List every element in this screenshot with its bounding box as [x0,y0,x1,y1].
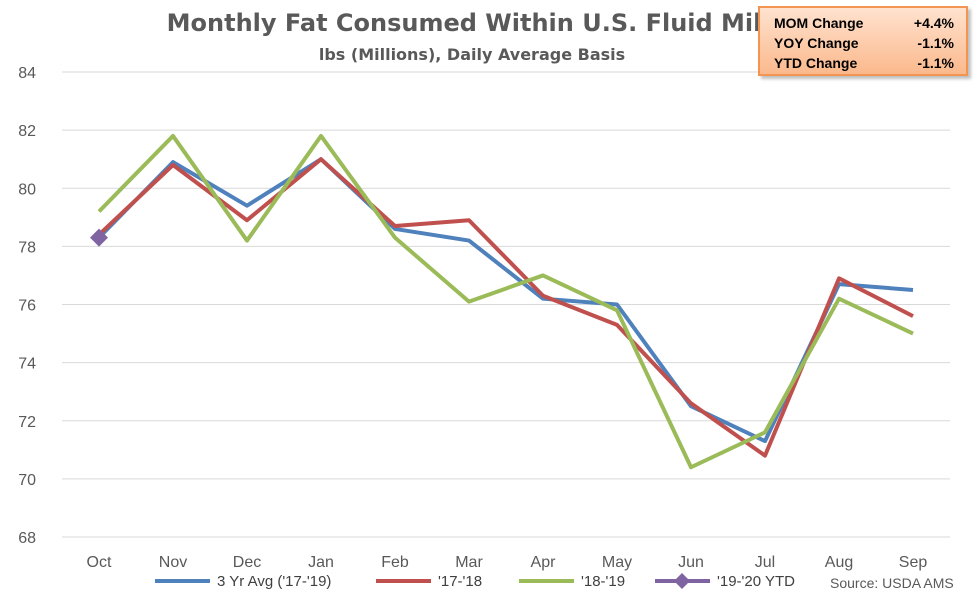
x-axis: Oct Nov Dec Jan Feb Mar Apr May Jun Jul Aug Sep [87,554,928,571]
stats-label: YTD Change [774,55,858,71]
y-tick-label: 84 [18,65,36,82]
series-line [97,157,914,444]
x-tick-label: Dec [233,554,261,571]
y-tick-label: 74 [18,356,36,373]
x-tick-label: Nov [159,554,187,571]
y-tick-label: 80 [18,181,36,198]
y-tick-label: 72 [18,414,36,431]
legend-label: '17-'18 [438,573,482,590]
source-note: Source: USDA AMS [830,575,954,591]
gridlines [62,71,950,538]
y-tick-label: 70 [18,472,36,489]
series-line [97,133,914,470]
legend: 3 Yr Avg ('17-'19) '17-'18 '18-'19 '19-'20 … [155,573,795,590]
stats-value: -1.1% [917,55,954,71]
x-tick-label: Feb [381,554,409,571]
x-tick-label: Mar [455,554,483,571]
x-tick-label: Aug [825,554,853,571]
x-tick-label: Sep [899,554,928,571]
x-tick-label: Jul [755,554,775,571]
y-tick-label: 76 [18,298,36,315]
legend-label: 3 Yr Avg ('17-'19) [217,573,331,590]
stats-label: YOY Change [774,35,859,51]
stats-value: +4.4% [913,15,954,31]
chart-title: Monthly Fat Consumed Within U.S. Fluid M… [167,9,779,37]
stats-value: -1.1% [917,35,954,51]
x-tick-label: Jan [308,554,334,571]
change-summary-box: MOM Change +4.4% YOY Change -1.1% YTD Ch… [758,6,968,76]
legend-marker [674,573,690,589]
y-tick-label: 82 [18,123,36,140]
plot-area [90,133,914,470]
data-point-marker [90,228,108,247]
stats-label: MOM Change [774,15,864,31]
x-tick-label: Jun [678,554,704,571]
chart-subtitle: lbs (Millions), Daily Average Basis [319,45,625,64]
y-axis: 68 70 72 74 76 78 80 82 84 [18,65,36,547]
stats-row-mom: MOM Change +4.4% [774,13,954,33]
x-tick-label: Apr [531,554,557,571]
legend-label: '18-'19 [581,573,625,590]
y-tick-label: 78 [18,239,36,256]
legend-label: '19-'20 YTD [717,573,795,590]
x-tick-label: May [602,554,632,571]
stats-row-yoy: YOY Change -1.1% [774,33,954,53]
series-line [97,157,914,458]
y-tick-label: 68 [18,530,36,547]
stats-row-ytd: YTD Change -1.1% [774,53,954,73]
x-tick-label: Oct [87,554,112,571]
